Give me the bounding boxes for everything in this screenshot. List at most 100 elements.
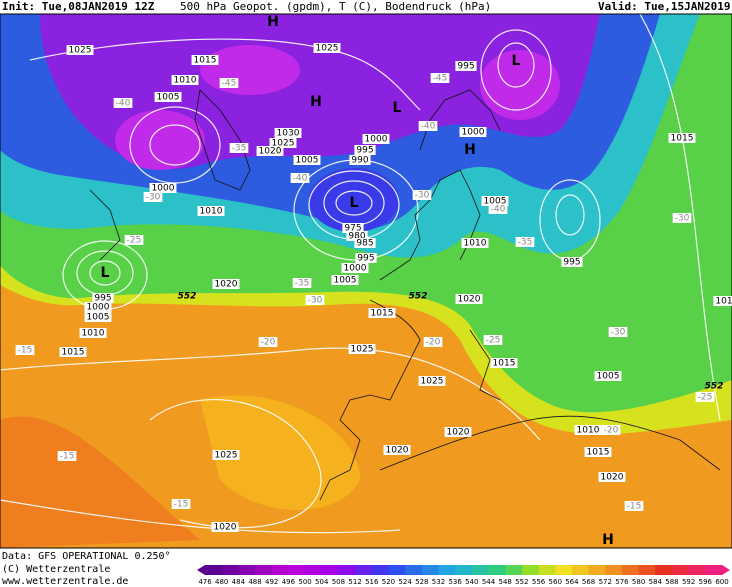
isobar-label: 1015: [62, 348, 85, 358]
colorbar-label: 528: [415, 578, 428, 586]
colorbar-label: 476: [198, 578, 212, 586]
field-deep-orange: [0, 416, 200, 548]
temperature-label: -45: [222, 79, 237, 89]
field-low-core: [309, 168, 399, 232]
temperature-label-box: [219, 78, 239, 88]
temperature-label: -35: [232, 144, 247, 154]
isobar-label-box: [171, 75, 199, 85]
temperature-label: -30: [308, 296, 323, 306]
colorbar-label: 576: [615, 578, 629, 586]
colorbar-label: 588: [665, 578, 678, 586]
isobar-label-box: [713, 296, 732, 306]
isobar-label: 1025: [421, 377, 444, 387]
isobar-label-box: [293, 155, 321, 165]
temperature-label: -15: [627, 502, 642, 512]
colorbar-label: 480: [215, 578, 228, 586]
isobar-label: 1005: [157, 93, 180, 103]
isobar-label: 1000: [152, 184, 175, 194]
colorbar-label: 500: [298, 578, 311, 586]
temperature-label-box: [483, 335, 503, 345]
temperature-label: -25: [698, 393, 713, 403]
colorbar-cell: [505, 565, 523, 575]
pressure-center: H: [602, 532, 614, 548]
colorbar-cell: [421, 565, 439, 575]
field-violet: [115, 110, 205, 170]
pressure-center: L: [393, 100, 402, 116]
isobar-label-box: [481, 196, 509, 206]
colorbar-label: 556: [532, 578, 546, 586]
isobar-label-box: [191, 55, 219, 65]
temperature-label: -35: [518, 238, 533, 248]
colorbar-cell: [555, 565, 573, 575]
colorbar-cell: [571, 565, 590, 575]
isobar-label: 1000: [344, 264, 367, 274]
temperature-label: -35: [295, 279, 310, 289]
isobar-label-box: [418, 376, 446, 386]
isobar-label: 990: [351, 156, 368, 166]
colorbar-cell: [471, 565, 490, 575]
isobar-label: 1020: [214, 523, 237, 533]
temperature-label: -45: [433, 74, 448, 84]
header-valid: Valid: Tue,15JAN2019 06Z: [598, 0, 732, 13]
colorbar-label: 568: [582, 578, 595, 586]
colorbar-label: 548: [499, 578, 512, 586]
colorbar-label: 600: [715, 578, 728, 586]
isobar-label: 995: [563, 258, 580, 268]
colorbar-label: 504: [315, 578, 329, 586]
pressure-center: H: [464, 142, 476, 158]
colorbar-label: 560: [549, 578, 562, 586]
isobar-label-box: [355, 253, 377, 263]
colorbar-cell: [438, 565, 456, 575]
isobar-label: 995: [357, 254, 374, 264]
isobar-label-box: [66, 45, 94, 55]
temperature-label-box: [258, 337, 278, 347]
colorbar-cell: [538, 565, 556, 575]
isobar-label-box: [92, 293, 114, 303]
isobar-label: 1020: [386, 446, 409, 456]
isobar-label: 1005: [484, 197, 507, 207]
temperature-label: -40: [491, 205, 506, 215]
isobar-label: 995: [457, 62, 474, 72]
temperature-label-box: [515, 237, 535, 247]
colorbar-cell: [355, 565, 373, 575]
isobar-label-box: [584, 447, 612, 457]
temperature-label: -20: [261, 338, 276, 348]
isobar-label: 1025: [69, 46, 92, 56]
temperature-label-box: [290, 173, 310, 183]
isobar-label: 1010: [174, 76, 197, 86]
colorbar-cell: [638, 565, 656, 575]
isobar-label: 1005: [597, 372, 620, 382]
isobar-label-box: [274, 128, 302, 138]
temperature-label: -30: [415, 191, 430, 201]
temperature-label-box: [418, 121, 438, 131]
isobar-label: 1005: [87, 313, 110, 323]
temperature-label-box: [412, 190, 432, 200]
isobar-label: 1005: [296, 156, 319, 166]
isobar-label-box: [455, 61, 477, 71]
field-light-orange: [200, 395, 360, 510]
colorbar-cell: [688, 565, 706, 575]
colorbar-label: 552: [515, 578, 528, 586]
isobar-label: 1020: [447, 428, 470, 438]
temperature-label-box: [608, 327, 628, 337]
colorbar-label: 492: [265, 578, 278, 586]
isobar-label-box: [459, 127, 487, 137]
colorbar-end: [197, 565, 205, 575]
colorbar-label: 532: [432, 578, 445, 586]
map-field: [0, 14, 732, 548]
isobar-label-box: [461, 238, 489, 248]
temperature-label-box: [171, 499, 191, 509]
isobar-label-box: [154, 92, 182, 102]
isobar-label-box: [59, 347, 87, 357]
colorbar-label: 580: [632, 578, 645, 586]
pressure-center: H: [267, 14, 279, 30]
footer-url: www.wetterzentrale.de: [2, 576, 128, 587]
isobar-label-box: [561, 257, 583, 267]
temperature-label-box: [305, 295, 325, 305]
colorbar-label: 596: [699, 578, 713, 586]
isobar-label-box: [342, 223, 364, 233]
isobar-label-box: [362, 134, 390, 144]
colorbar-cell: [371, 565, 389, 575]
isobar-label-box: [84, 302, 112, 312]
